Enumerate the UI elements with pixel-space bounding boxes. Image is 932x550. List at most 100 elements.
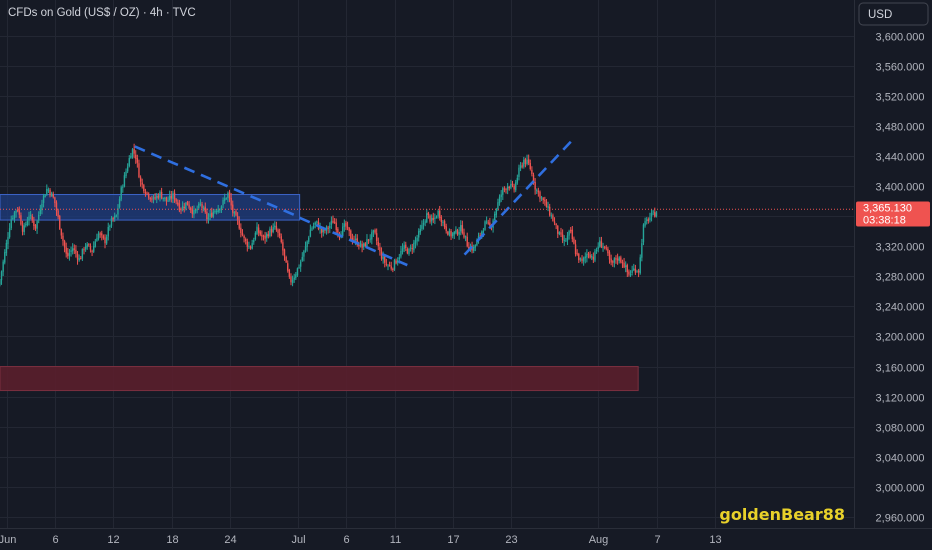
candle-body (86, 244, 88, 248)
candle-body (178, 203, 181, 211)
candle-body (63, 241, 66, 248)
candle-body (432, 217, 434, 220)
candle-body (128, 158, 130, 167)
candle-body (518, 167, 520, 177)
candle-body (114, 215, 116, 219)
candle-body (225, 198, 227, 200)
candle-body (607, 248, 609, 254)
candle-body (67, 252, 69, 257)
candle-body (427, 212, 430, 216)
candle-body (409, 247, 412, 249)
time-tick-label: Jun (0, 534, 16, 546)
candle-body (489, 222, 491, 226)
candle-body (655, 212, 658, 217)
candle-body (99, 233, 101, 235)
candle-body (130, 155, 132, 159)
candle-body (251, 243, 253, 249)
candle-body (405, 244, 407, 249)
candle-body (33, 220, 35, 226)
candle-body (440, 217, 443, 222)
time-scale[interactable] (0, 528, 854, 550)
candle-body (372, 230, 375, 233)
price-tick-label: 3,000.000 (876, 483, 925, 495)
candle-body (312, 225, 315, 228)
candle-body (283, 249, 286, 257)
candle-body (400, 250, 402, 257)
candle-body (430, 217, 433, 222)
candle-body (652, 211, 654, 213)
candle-body (435, 217, 438, 219)
candle-body (384, 256, 386, 263)
price-scale[interactable] (854, 0, 932, 550)
candle-body (443, 220, 446, 228)
candle-body (44, 195, 46, 197)
candle-body (641, 243, 643, 258)
candle-body (49, 189, 51, 196)
candle-body (426, 213, 428, 223)
price-tick-label: 3,200.000 (876, 332, 925, 344)
candle-body (591, 255, 593, 258)
candle-body (544, 199, 546, 202)
candle-body (126, 166, 129, 172)
candle-body (23, 225, 25, 233)
candle-body (68, 253, 71, 256)
candle-body (296, 268, 299, 276)
candle-body (199, 203, 202, 205)
candle-body (534, 182, 536, 190)
candle-body (385, 263, 388, 265)
candle-body (361, 244, 363, 248)
candle-body (92, 246, 95, 252)
currency-button[interactable] (858, 2, 929, 26)
trendline (299, 216, 408, 267)
candle-body (133, 148, 135, 154)
candle-body (215, 211, 218, 213)
candle-body (131, 149, 134, 157)
candle-body (411, 248, 413, 250)
candle-body (47, 189, 50, 191)
candle-body (573, 238, 575, 244)
candle-body (233, 211, 236, 214)
candle-body (190, 207, 192, 211)
candle-body (248, 245, 250, 247)
candle-body (107, 226, 109, 237)
candle-body (270, 229, 273, 233)
candle-body (620, 257, 622, 263)
candle-body (560, 232, 562, 235)
candle-body (308, 237, 310, 242)
candle-body (613, 258, 616, 263)
candle-body (144, 191, 147, 194)
candle-body (105, 236, 108, 244)
candle-body (7, 237, 9, 244)
candle-body (147, 193, 150, 198)
candle-body (34, 224, 37, 229)
candle-body (46, 188, 48, 195)
candle-body (194, 209, 197, 212)
candle-body (175, 199, 177, 202)
candle-body (434, 217, 436, 219)
candle-body (380, 251, 383, 259)
candle-body (565, 240, 567, 242)
candle-body (84, 246, 87, 250)
candle-body (256, 226, 258, 234)
candle-body (282, 242, 284, 251)
candle-body (513, 185, 515, 190)
candle-body (414, 240, 417, 244)
candle-body (319, 227, 321, 229)
candle-body (5, 242, 8, 253)
candle-body (401, 248, 404, 252)
candle-body (261, 234, 263, 237)
candle-body (20, 215, 22, 225)
candle-body (359, 242, 362, 247)
candle-body (162, 198, 164, 200)
candle-body (241, 232, 244, 236)
candle-body (568, 231, 570, 236)
candle-body (636, 271, 638, 273)
candle-body (160, 192, 163, 199)
candle-body (629, 274, 632, 276)
candle-body (456, 230, 459, 235)
candle-body (545, 201, 548, 207)
candle-body (463, 232, 465, 238)
candle-body (371, 232, 373, 240)
price-tick-label: 3,600.000 (876, 32, 925, 44)
